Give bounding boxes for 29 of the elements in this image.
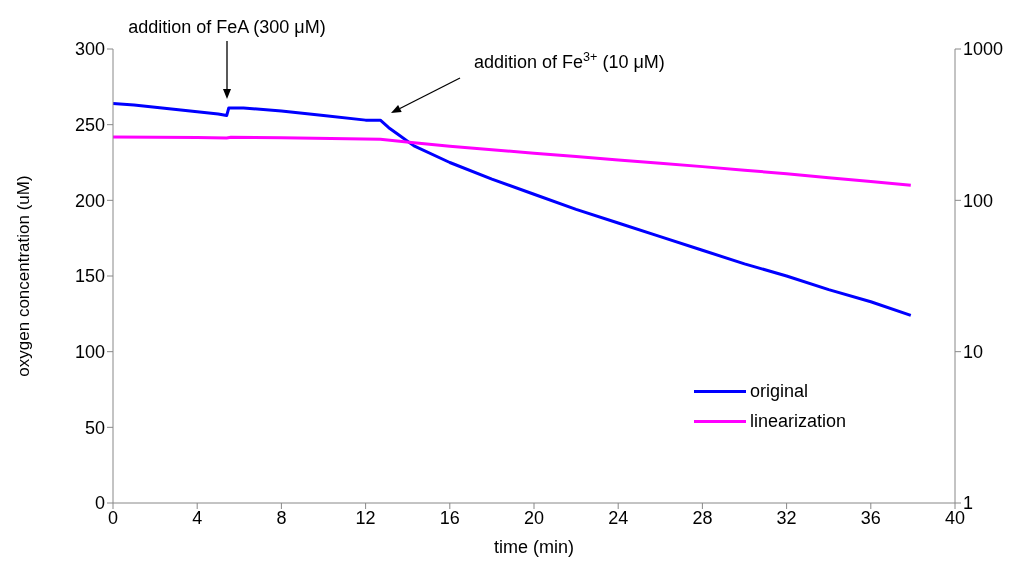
x-tick-label: 36 [860, 507, 881, 528]
y-tick-label: 50 [84, 417, 105, 438]
y2-tick-label: 10 [963, 342, 984, 363]
x-tick-label: 12 [355, 507, 376, 528]
legend-label: linearization [750, 410, 847, 433]
annotation: addition of Fe$^{3+}$ (10 μM) [474, 50, 665, 72]
legend-label: original [750, 380, 809, 403]
line-series [113, 135, 913, 187]
x-tick-label: 8 [276, 507, 287, 528]
y-tick-label: 150 [74, 266, 105, 287]
text: addition of FeA (300 μM) [128, 17, 326, 37]
y2-tick-label: 1 [963, 493, 974, 514]
y-tick-label: 200 [74, 190, 105, 211]
y-tick-label: 300 [74, 39, 105, 60]
y2-tick-label: 1000 [963, 39, 1004, 60]
x-tick-label: 16 [439, 507, 460, 528]
y-axis-title: oxygen concentration (uM) [14, 175, 34, 377]
line-series [113, 101, 913, 317]
y-tick-label: 0 [94, 493, 105, 514]
x-tick-label: 24 [608, 507, 629, 528]
y2-tick-label: 100 [963, 190, 994, 211]
x-tick-label: 4 [192, 507, 203, 528]
x-tick-label: 28 [692, 507, 713, 528]
y-tick-label: 250 [74, 115, 105, 136]
x-tick-label: 20 [523, 507, 545, 528]
x-tick-label: 32 [776, 507, 797, 528]
y-tick-label: 100 [74, 342, 105, 363]
x-axis-title: time (min) [494, 537, 574, 557]
x-tick-label: 0 [107, 507, 119, 528]
